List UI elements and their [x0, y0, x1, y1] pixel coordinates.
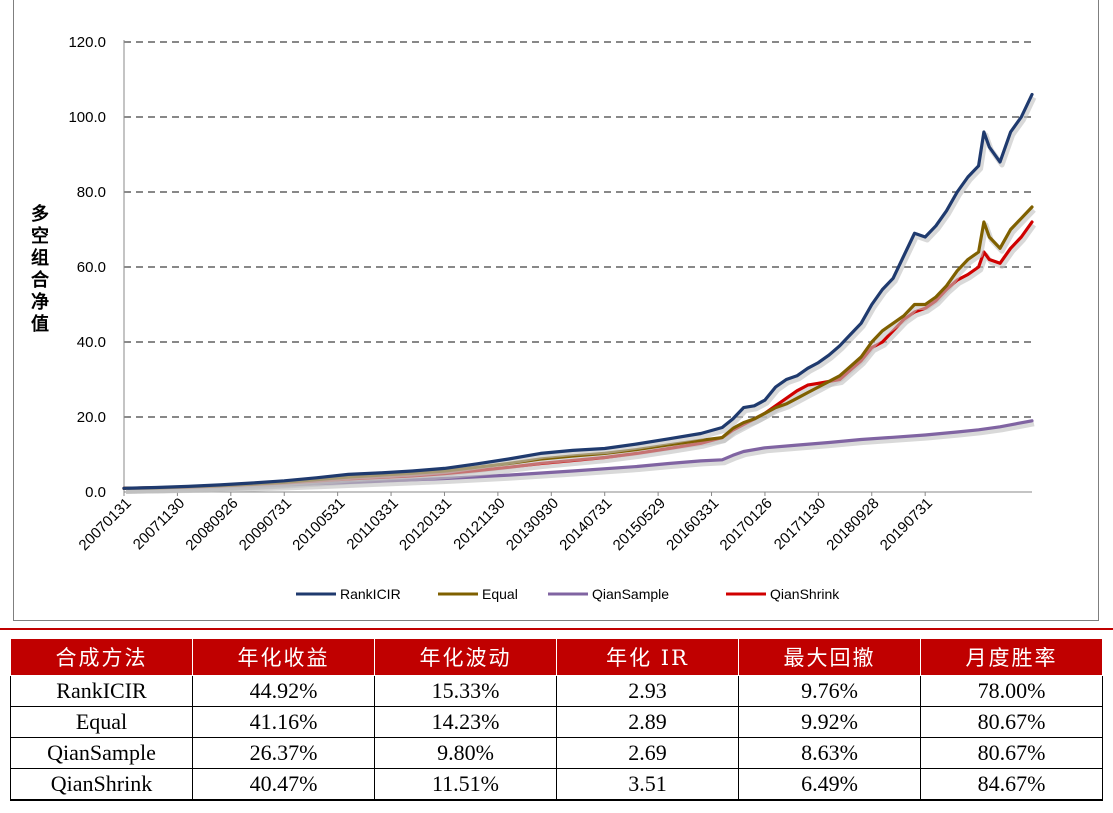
- table-cell: 2.89: [556, 706, 739, 738]
- header-annual-volatility: 年化波动: [374, 638, 557, 676]
- table-cell: 80.67%: [920, 737, 1103, 769]
- x-tick-label: 20080926: [182, 495, 241, 554]
- series-line-RankICIR: [122, 92, 1034, 490]
- legend-label-QianShrink: QianShrink: [770, 586, 840, 602]
- y-axis-label-char: 值: [31, 313, 49, 335]
- table-cell: 14.23%: [374, 706, 557, 738]
- table-cell: 40.47%: [192, 768, 375, 801]
- legend-label-QianSample: QianSample: [592, 586, 669, 602]
- x-tick-label: 20150529: [610, 495, 669, 554]
- table-cell: 3.51: [556, 768, 739, 801]
- y-tick-label: 40.0: [77, 334, 106, 351]
- y-axis-label-char: 净: [31, 291, 49, 313]
- table-row: QianShrink 40.47% 11.51% 3.51 6.49% 84.6…: [10, 768, 1103, 801]
- y-tick-label: 120.0: [68, 34, 106, 51]
- table-cell: 26.37%: [192, 737, 375, 769]
- x-tick-label: 20071130: [130, 495, 188, 553]
- y-axis-label-char: 空: [31, 225, 49, 247]
- table-cell: 2.69: [556, 737, 739, 769]
- series-shadow-RankICIR: [125, 96, 1037, 494]
- table-cell: 6.49%: [738, 768, 921, 801]
- header-method: 合成方法: [10, 638, 193, 676]
- x-tick-label: 20070131: [76, 495, 135, 554]
- header-annual-ir: 年化 IR: [556, 638, 739, 676]
- table-cell: 9.92%: [738, 706, 921, 738]
- header-monthly-win-rate: 月度胜率: [920, 638, 1103, 676]
- series-shadow-QianSample: [125, 421, 1035, 494]
- net-value-line-chart: 0.020.040.060.080.0100.0120.020070131200…: [31, 34, 1037, 602]
- table-row: Equal 41.16% 14.23% 2.89 9.92% 80.67%: [10, 706, 1103, 738]
- x-tick-label: 20190731: [877, 495, 936, 554]
- section-divider: [0, 628, 1113, 630]
- legend-label-Equal: Equal: [482, 586, 518, 602]
- table-cell: 44.92%: [192, 675, 375, 707]
- x-tick-label: 20120131: [396, 495, 455, 554]
- y-tick-label: 20.0: [77, 409, 106, 426]
- x-tick-label: 20180928: [823, 495, 882, 554]
- table-cell: 80.67%: [920, 706, 1103, 738]
- x-tick-label: 20100531: [289, 495, 348, 554]
- table-row: RankICIR 44.92% 15.33% 2.93 9.76% 78.00%: [10, 675, 1103, 707]
- table-cell: 9.76%: [738, 675, 921, 707]
- y-axis-label-char: 组: [31, 247, 49, 269]
- x-tick-label: 20090731: [236, 495, 295, 554]
- table-cell: 8.63%: [738, 737, 921, 769]
- y-tick-label: 100.0: [68, 109, 106, 126]
- table-cell: 15.33%: [374, 675, 557, 707]
- chart-panel: 0.0 20.0 40.0 60.0 80.0 100.0 120.0 20070131 200…: [13, 0, 1099, 621]
- header-max-drawdown: 最大回撤: [738, 638, 921, 676]
- table-cell: 84.67%: [920, 768, 1103, 801]
- series-line-QianShrink: [122, 220, 1034, 490]
- table-cell: 78.00%: [920, 675, 1103, 707]
- x-tick-label: 20130930: [503, 495, 562, 554]
- table-cell: RankICIR: [10, 675, 193, 707]
- table-row: QianSample 26.37% 9.80% 2.69 8.63% 80.67…: [10, 737, 1103, 769]
- y-tick-label: 60.0: [77, 259, 106, 276]
- table-cell: 9.80%: [374, 737, 557, 769]
- table-cell: QianShrink: [10, 768, 193, 801]
- x-tick-label: 20171130: [771, 495, 829, 553]
- table-header-row: 合成方法 年化收益 年化波动 年化 IR 最大回撤 月度胜率: [10, 638, 1103, 676]
- table-cell: 11.51%: [374, 768, 557, 801]
- y-tick-label: 0.0: [85, 484, 106, 501]
- x-tick-label: 20110331: [343, 495, 401, 553]
- x-tick-label: 20170126: [717, 495, 776, 554]
- series-line-Equal: [122, 205, 1034, 490]
- y-axis-label-char: 多: [31, 203, 49, 225]
- table-cell: QianSample: [10, 737, 193, 769]
- table-cell: 2.93: [556, 675, 739, 707]
- table-cell: Equal: [10, 706, 193, 738]
- performance-table: 合成方法 年化收益 年化波动 年化 IR 最大回撤 月度胜率 RankICIR …: [10, 638, 1103, 801]
- x-tick-label: 20160331: [663, 495, 722, 554]
- y-axis-label-char: 合: [31, 269, 50, 291]
- x-tick-label: 20121130: [450, 495, 508, 553]
- x-tick-label: 20140731: [556, 495, 615, 554]
- y-tick-label: 80.0: [77, 184, 106, 201]
- header-annual-return: 年化收益: [192, 638, 375, 676]
- legend-label-RankICIR: RankICIR: [340, 586, 401, 602]
- table-cell: 41.16%: [192, 706, 375, 738]
